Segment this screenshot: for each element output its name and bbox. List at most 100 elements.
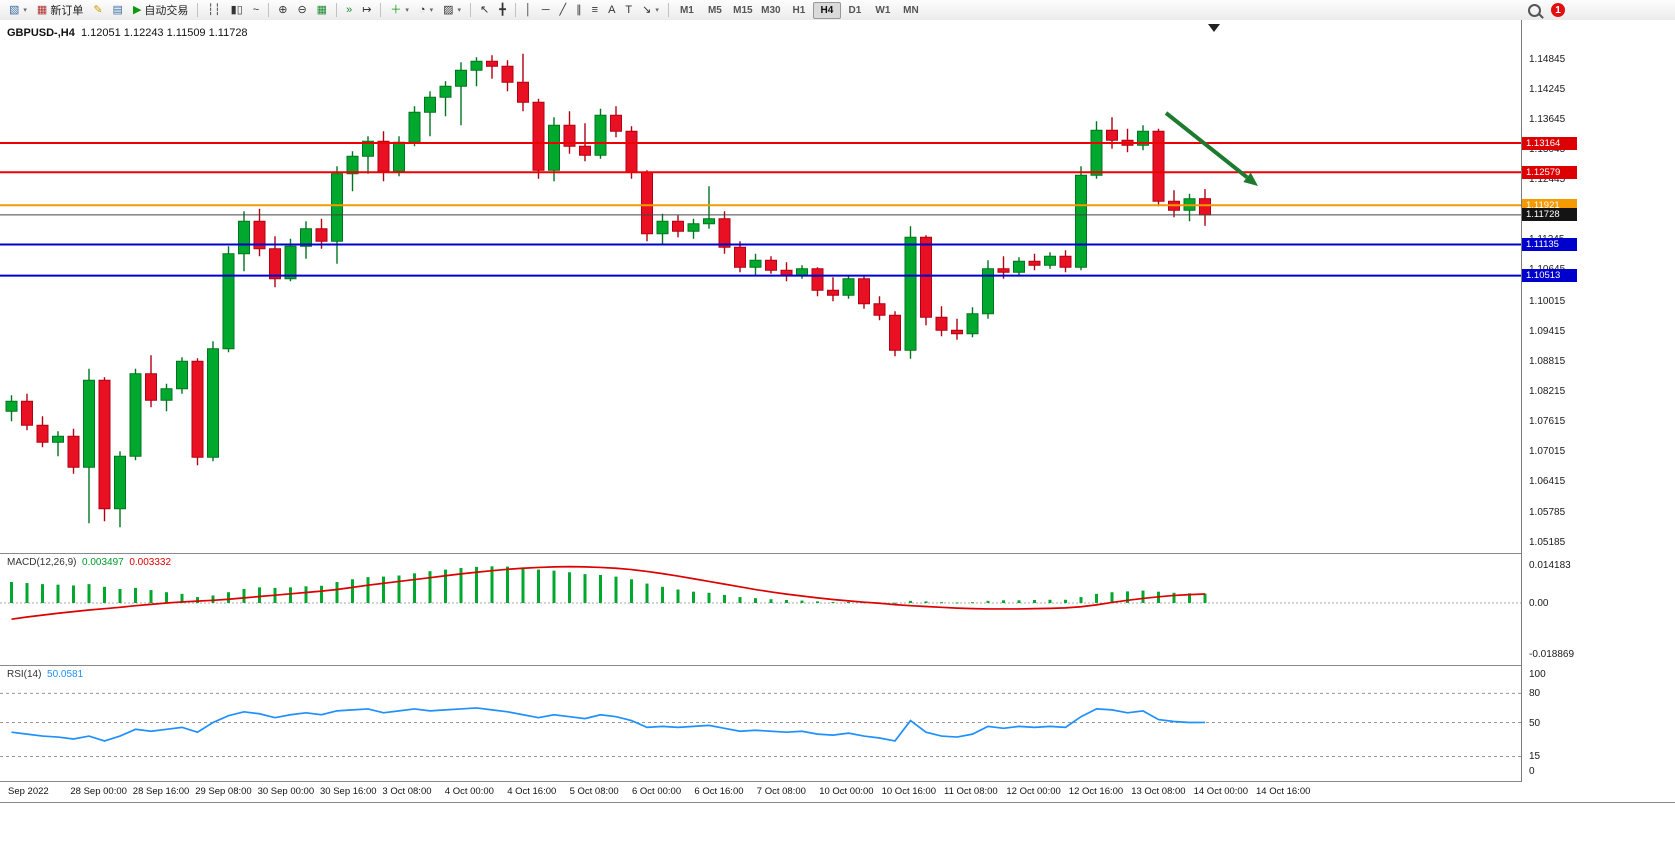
time-tick-label: 30 Sep 00:00: [257, 786, 315, 797]
macd-bar: [196, 597, 199, 603]
macd-bar: [723, 594, 726, 603]
candle-body: [300, 228, 312, 247]
macd-bar: [351, 579, 354, 603]
price-axis[interactable]: 1.148451.142451.136451.130451.124451.118…: [1521, 20, 1675, 782]
search-icon[interactable]: [1528, 3, 1541, 17]
timeframe-button-m30[interactable]: M30: [761, 4, 781, 16]
crosshair-icon: ╋: [499, 3, 506, 16]
macd-panel-separator[interactable]: [0, 553, 1675, 554]
candle-body: [889, 314, 901, 351]
macd-panel-canvas[interactable]: [0, 554, 1521, 665]
candle-body: [176, 360, 188, 390]
candle-body: [672, 220, 684, 232]
toolbar: ▧ ▾ ▦ 新订单 ✎ ▤ ▶ 自动交易 ┆┆ ▮▯ ~ ⊕ ⊖ ▦ » ↦ ＋ ▾ ◔ ▾ ▨ ▾ ↖ ╋ │ ─ ╱ ∥ ≡ A T ↘ ▾…: [0, 0, 1675, 21]
candle-body: [1059, 255, 1072, 268]
toolbar-group: » ↦: [341, 0, 376, 20]
macd-bar: [971, 602, 974, 604]
trend-arrow-head[interactable]: [1243, 172, 1258, 186]
macd-bar: [413, 573, 416, 603]
dropdown-arrow-icon: ▾: [429, 7, 434, 14]
time-tick-label: 28 Sep 00:00: [70, 786, 127, 797]
rsi-scale-label: 80: [1529, 688, 1541, 700]
timeframe-button-d1[interactable]: D1: [848, 4, 862, 16]
macd-bar: [1188, 593, 1191, 603]
new-order-button-label: 新订单: [50, 5, 84, 17]
autotrading-button[interactable]: ▶ 自动交易: [128, 0, 193, 20]
fibonacci-button[interactable]: ≡: [587, 0, 603, 20]
candle-body: [269, 248, 281, 280]
templates-button[interactable]: ▨ ▾: [438, 0, 466, 20]
tile-windows-icon: ▦: [316, 3, 328, 16]
macd-bar: [118, 588, 122, 603]
macd-signal-value: 0.003332: [129, 557, 172, 568]
macd-bar: [382, 576, 385, 603]
chart-shift-marker-icon[interactable]: [1208, 24, 1220, 32]
macd-bar: [924, 601, 928, 603]
crosshair-button[interactable]: ╋: [494, 0, 511, 20]
macd-bar: [1203, 593, 1207, 603]
macd-bar: [893, 602, 897, 604]
timeframe-button-h1[interactable]: H1: [792, 4, 806, 16]
candle-body: [517, 81, 529, 103]
candle-body: [21, 400, 33, 426]
macd-bar: [180, 593, 184, 603]
rsi-scale-label: 100: [1529, 669, 1546, 680]
line-chart-button[interactable]: ~: [248, 0, 264, 20]
rsi-panel-separator[interactable]: [0, 665, 1675, 666]
chart-shift-button[interactable]: ↦: [357, 0, 376, 20]
timeframe-button-h4[interactable]: H4: [812, 1, 841, 19]
channel-button[interactable]: ∥: [571, 0, 587, 20]
trend-arrow[interactable]: [1164, 111, 1249, 179]
candle-body: [1137, 130, 1149, 146]
rsi-panel-canvas[interactable]: [0, 666, 1521, 781]
periods-button[interactable]: ◔ ▾: [414, 0, 438, 20]
market-watch-button[interactable]: ▤: [108, 0, 128, 20]
macd-data-line: MACD(12,26,9) 0.003497 0.003332: [7, 557, 171, 568]
timeframe-button-mn[interactable]: MN: [903, 4, 919, 16]
time-tick-label: 4 Oct 16:00: [507, 786, 557, 797]
timeframe-button-w1[interactable]: W1: [875, 4, 891, 16]
rsi-line: [11, 707, 1206, 742]
tile-windows-button[interactable]: ▦: [312, 0, 332, 20]
candlestick-chart-button[interactable]: ▮▯: [226, 0, 248, 20]
macd-bar: [304, 586, 308, 603]
metaeditor-button[interactable]: ✎: [88, 0, 107, 20]
zoom-out-button[interactable]: ⊖: [292, 0, 311, 20]
vertical-line-button[interactable]: │: [520, 0, 537, 20]
horizontal-line-button[interactable]: ─: [537, 0, 555, 20]
timeframe-button-m15[interactable]: M15: [733, 4, 753, 16]
candle-body: [160, 388, 173, 401]
zoom-in-button[interactable]: ⊕: [273, 0, 292, 20]
cursor-button[interactable]: ↖: [475, 0, 494, 20]
trendline-button[interactable]: ╱: [555, 0, 572, 20]
timeframe-button-m5[interactable]: M5: [707, 4, 722, 16]
new-chart-button[interactable]: ▧ ▾: [4, 0, 32, 20]
time-axis[interactable]: Sep 2022 28 Sep 00:00 28 Sep 16:00 29 Sep 0…: [0, 782, 1675, 802]
text-button[interactable]: A: [603, 0, 620, 20]
bar-chart-button[interactable]: ┆┆: [202, 0, 225, 20]
toolbar-separator: [336, 3, 338, 17]
notification-badge[interactable]: 1: [1551, 3, 1565, 17]
chart-window: GBPUSD-,H4 1.12051 1.12243 1.11509 1.117…: [0, 20, 1675, 853]
macd-bar: [1064, 599, 1067, 603]
candlestick-chart-icon: ▮▯: [230, 3, 243, 16]
price-tick: 1.06415: [1529, 475, 1566, 487]
price-tick: 1.08815: [1529, 355, 1566, 367]
toolbar-right: 1: [1528, 3, 1671, 17]
bar-chart-icon: ┆┆: [207, 3, 221, 16]
candle-body: [873, 303, 886, 316]
macd-scale-label: -0.018869: [1529, 648, 1575, 660]
main-chart-canvas[interactable]: [0, 20, 1521, 554]
auto-scroll-button[interactable]: »: [341, 0, 357, 20]
indicators-button[interactable]: ＋ ▾: [385, 0, 414, 20]
time-tick-label: 14 Oct 00:00: [1193, 786, 1248, 797]
macd-bar: [707, 592, 711, 603]
market-watch-icon: ▤: [112, 3, 123, 16]
timeframe-button-m1[interactable]: M1: [679, 4, 694, 16]
candle-body: [393, 141, 405, 172]
new-order-button[interactable]: ▦ 新订单: [32, 0, 88, 20]
macd-bar: [645, 583, 649, 603]
toolbar-separator: [380, 3, 382, 17]
label-button[interactable]: T: [620, 0, 637, 20]
arrows-button[interactable]: ↘ ▾: [637, 0, 664, 20]
